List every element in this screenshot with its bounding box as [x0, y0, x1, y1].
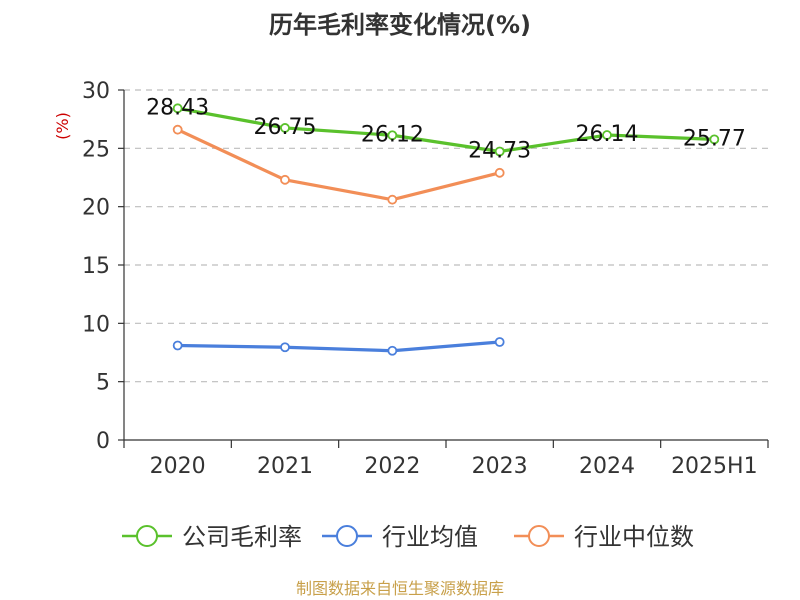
data-point	[172, 124, 183, 135]
y-tick-label: 10	[82, 312, 110, 337]
y-tick-label: 25	[82, 137, 110, 162]
y-axis-unit-label: (%)	[53, 112, 72, 140]
data-point	[387, 130, 398, 141]
legend-marker	[528, 525, 550, 547]
data-point	[494, 146, 505, 157]
series-2	[172, 124, 505, 205]
data-point	[280, 342, 290, 353]
x-tick-label: 2021	[257, 454, 313, 479]
series-line	[177, 340, 500, 353]
series-1	[172, 337, 505, 356]
data-point	[280, 174, 290, 185]
chart-title: 历年毛利率变化情况(%)	[269, 11, 531, 39]
source-note: 制图数据来自恒生聚源数据库	[296, 579, 504, 598]
x-tick-label: 2022	[364, 454, 420, 479]
gridlines	[124, 89, 768, 383]
x-tick-label: 2020	[150, 454, 206, 479]
data-label: 26.14	[576, 122, 639, 147]
data-point	[602, 130, 612, 140]
data-point	[172, 340, 183, 351]
data-point	[709, 134, 720, 145]
legend-label: 行业均值	[382, 523, 478, 551]
series-line	[176, 128, 501, 202]
data-label: 26.12	[361, 122, 424, 147]
x-tick-label: 2024	[579, 454, 635, 479]
series-0: 28.43 26.75 26.12 24.73 26.14 25.77	[146, 95, 746, 163]
series-line	[177, 106, 715, 154]
x-tick-label: 2025H1	[671, 454, 758, 479]
axes: 0 5 10 15 20 25 30 2020 2021 2022 2023 2024 2025H1	[82, 79, 769, 479]
legend-marker	[136, 525, 158, 547]
y-tick-label: 15	[82, 254, 110, 279]
data-point	[494, 167, 505, 178]
data-point	[280, 123, 290, 133]
series-layer: 28.43 26.75 26.12 24.73 26.14 25.77	[146, 95, 746, 356]
x-tick-label: 2023	[472, 454, 528, 479]
legend-label: 公司毛利率	[182, 523, 302, 551]
legend-label: 行业中位数	[574, 523, 694, 551]
legend-item: 公司毛利率	[122, 523, 302, 551]
data-label: 28.43	[146, 95, 209, 120]
data-label: 25.77	[683, 126, 746, 151]
y-tick-label: 30	[82, 79, 110, 104]
legend-marker	[336, 525, 358, 547]
data-label: 24.73	[468, 138, 531, 163]
legend: 公司毛利率 行业均值 行业中位数	[122, 523, 694, 551]
data-point	[172, 103, 183, 114]
data-point	[387, 345, 398, 356]
y-tick-label: 0	[96, 429, 110, 454]
y-tick-label: 5	[96, 371, 110, 396]
data-point	[494, 337, 505, 347]
data-label: 26.75	[254, 115, 317, 140]
y-tick-label: 20	[82, 196, 110, 221]
legend-item: 行业中位数	[514, 523, 694, 551]
legend-item: 行业均值	[322, 523, 478, 551]
data-point	[387, 194, 398, 205]
